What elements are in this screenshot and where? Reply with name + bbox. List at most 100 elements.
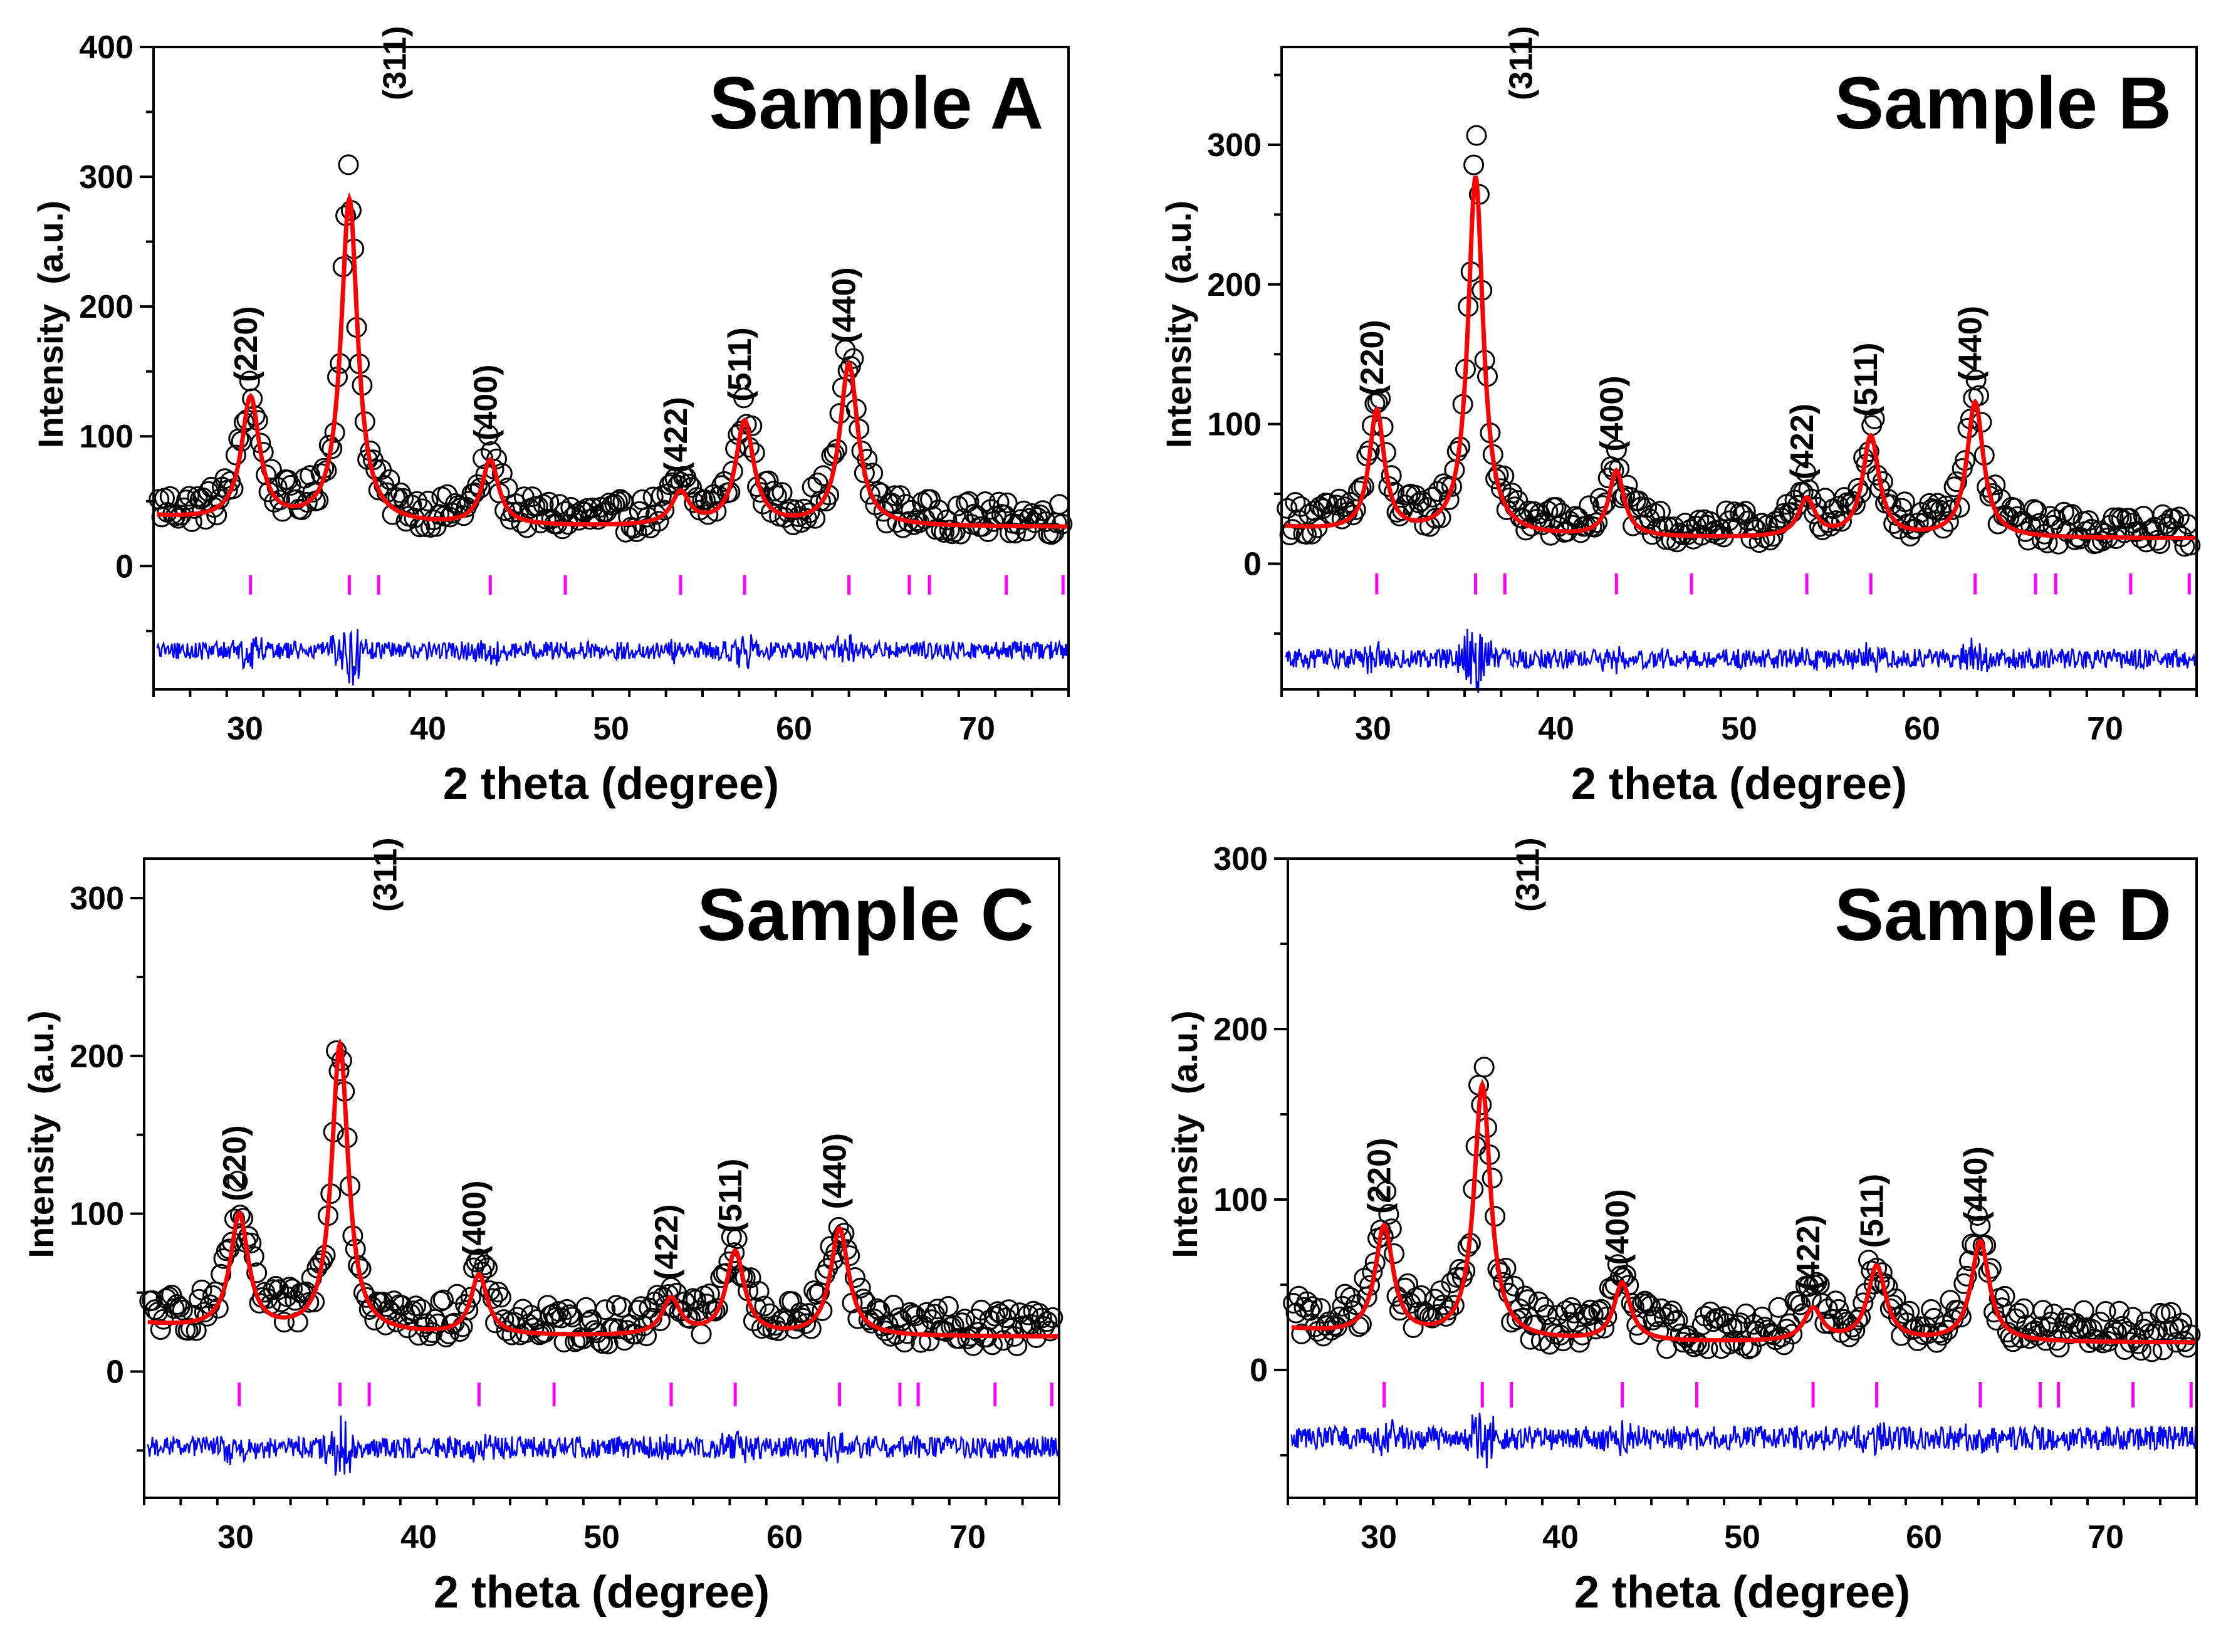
observed-point bbox=[1035, 511, 1056, 532]
observed-point bbox=[1735, 1304, 1757, 1324]
x-tick-label: 70 bbox=[2088, 1519, 2124, 1555]
observed-point bbox=[2053, 501, 2074, 523]
y-tick-label: 300 bbox=[70, 881, 124, 917]
observed-series bbox=[1283, 1057, 2201, 1362]
observed-point bbox=[474, 1254, 495, 1275]
observed-point bbox=[402, 1300, 424, 1322]
observed-point bbox=[1020, 1314, 1042, 1335]
observed-point bbox=[1921, 1299, 1942, 1320]
x-axis-label: 2 theta (degree) bbox=[1571, 759, 1907, 809]
observed-point bbox=[488, 1282, 509, 1303]
observed-point bbox=[387, 488, 409, 508]
difference-series-line bbox=[156, 629, 1070, 686]
observed-point bbox=[2081, 1319, 2103, 1340]
observed-point bbox=[1947, 471, 1967, 493]
observed-point bbox=[1795, 462, 1817, 483]
x-tick-label: 70 bbox=[2087, 711, 2123, 747]
observed-point bbox=[1752, 1306, 1773, 1327]
observed-point bbox=[229, 1205, 251, 1226]
x-tick-label: 60 bbox=[1906, 1519, 1942, 1555]
observed-point bbox=[577, 498, 598, 519]
observed-series bbox=[149, 154, 1073, 545]
observed-point bbox=[1037, 1311, 1058, 1332]
observed-point bbox=[1514, 1285, 1535, 1307]
observed-point bbox=[1028, 1303, 1050, 1324]
x-tick-label: 50 bbox=[1724, 1519, 1760, 1555]
calculated-series-line bbox=[1291, 1079, 2197, 1345]
observed-point bbox=[438, 1324, 459, 1344]
observed-point bbox=[1667, 1309, 1688, 1330]
hkl-label: (220) bbox=[1362, 1138, 1398, 1214]
x-axis-label: 2 theta (degree) bbox=[1574, 1567, 1910, 1618]
x-tick-label: 30 bbox=[1361, 1519, 1397, 1555]
observed-point bbox=[1473, 1057, 1495, 1078]
observed-point bbox=[447, 495, 469, 516]
observed-point bbox=[167, 1294, 188, 1315]
observed-point bbox=[1334, 496, 1356, 518]
observed-point bbox=[227, 1171, 248, 1192]
x-tick-label: 30 bbox=[217, 1519, 254, 1555]
observed-point bbox=[857, 449, 878, 470]
observed-series bbox=[139, 1040, 1064, 1356]
panel-sample-d: 30 40 50 60 70 0 100 200 300 2 theta (degree) Inte… bbox=[1165, 837, 2201, 1618]
y-tick-label: 200 bbox=[1213, 1012, 1268, 1048]
observed-point bbox=[895, 494, 916, 515]
observed-point bbox=[246, 1262, 268, 1283]
observed-point bbox=[1441, 476, 1463, 497]
plot-frame bbox=[152, 46, 1070, 691]
observed-point bbox=[2111, 508, 2132, 530]
observed-point bbox=[1831, 511, 1852, 532]
hkl-label: (422) bbox=[649, 1204, 685, 1280]
observed-point bbox=[1594, 1317, 1615, 1339]
observed-point bbox=[460, 1287, 481, 1308]
observed-point bbox=[1318, 493, 1339, 514]
x-tick-label: 30 bbox=[1355, 711, 1391, 747]
calculated-series-line bbox=[147, 1038, 1059, 1339]
observed-point bbox=[1732, 1335, 1753, 1356]
observed-point bbox=[280, 474, 301, 496]
observed-point bbox=[1443, 1295, 1465, 1316]
x-tick-label: 70 bbox=[959, 711, 995, 747]
observed-point bbox=[795, 1313, 817, 1334]
x-axis-label: 2 theta (degree) bbox=[434, 1567, 770, 1618]
observed-point bbox=[1370, 388, 1391, 409]
observed-point bbox=[269, 489, 290, 511]
panel-sample-b: 30 40 50 60 70 0 100 200 300 2 theta (degree) Inte… bbox=[1159, 26, 2201, 809]
observed-point bbox=[1970, 1215, 1991, 1236]
observed-point bbox=[595, 1299, 616, 1320]
observed-point bbox=[1959, 1250, 1980, 1272]
observed-point bbox=[726, 1228, 748, 1250]
observed-point bbox=[1790, 1294, 1811, 1315]
observed-point bbox=[225, 444, 246, 466]
observed-point bbox=[2160, 1302, 2182, 1323]
observed-point bbox=[843, 348, 864, 369]
observed-point bbox=[1804, 1274, 1824, 1295]
y-tick-label: 100 bbox=[70, 1196, 124, 1233]
observed-point bbox=[1392, 1294, 1413, 1315]
observed-point bbox=[1052, 513, 1073, 535]
observed-point bbox=[1938, 511, 1959, 532]
observed-series bbox=[1277, 125, 2201, 557]
bragg-positions bbox=[1375, 573, 2191, 595]
hkl-label: (511) bbox=[1854, 1174, 1891, 1248]
observed-point bbox=[1967, 1205, 1988, 1226]
observed-point bbox=[589, 1330, 610, 1352]
observed-point bbox=[1607, 1254, 1628, 1275]
observed-point bbox=[2103, 507, 2124, 528]
observed-point bbox=[1825, 1290, 1846, 1312]
calculated-series-line bbox=[157, 192, 1069, 529]
observed-point bbox=[724, 1242, 745, 1263]
y-tick-label: 200 bbox=[70, 1038, 124, 1075]
x-tick-label: 60 bbox=[1904, 711, 1940, 747]
observed-point bbox=[1727, 1314, 1748, 1336]
observed-point bbox=[2109, 1300, 2130, 1322]
hkl-label: (400) bbox=[1594, 375, 1630, 451]
y-tick-label: 0 bbox=[115, 548, 133, 585]
observed-point bbox=[273, 1312, 295, 1333]
hkl-label: (511) bbox=[722, 327, 758, 402]
y-tick-label: 300 bbox=[1207, 127, 1262, 164]
observed-point bbox=[1466, 125, 1487, 146]
observed-point bbox=[1673, 1332, 1694, 1353]
observed-point bbox=[486, 448, 507, 469]
